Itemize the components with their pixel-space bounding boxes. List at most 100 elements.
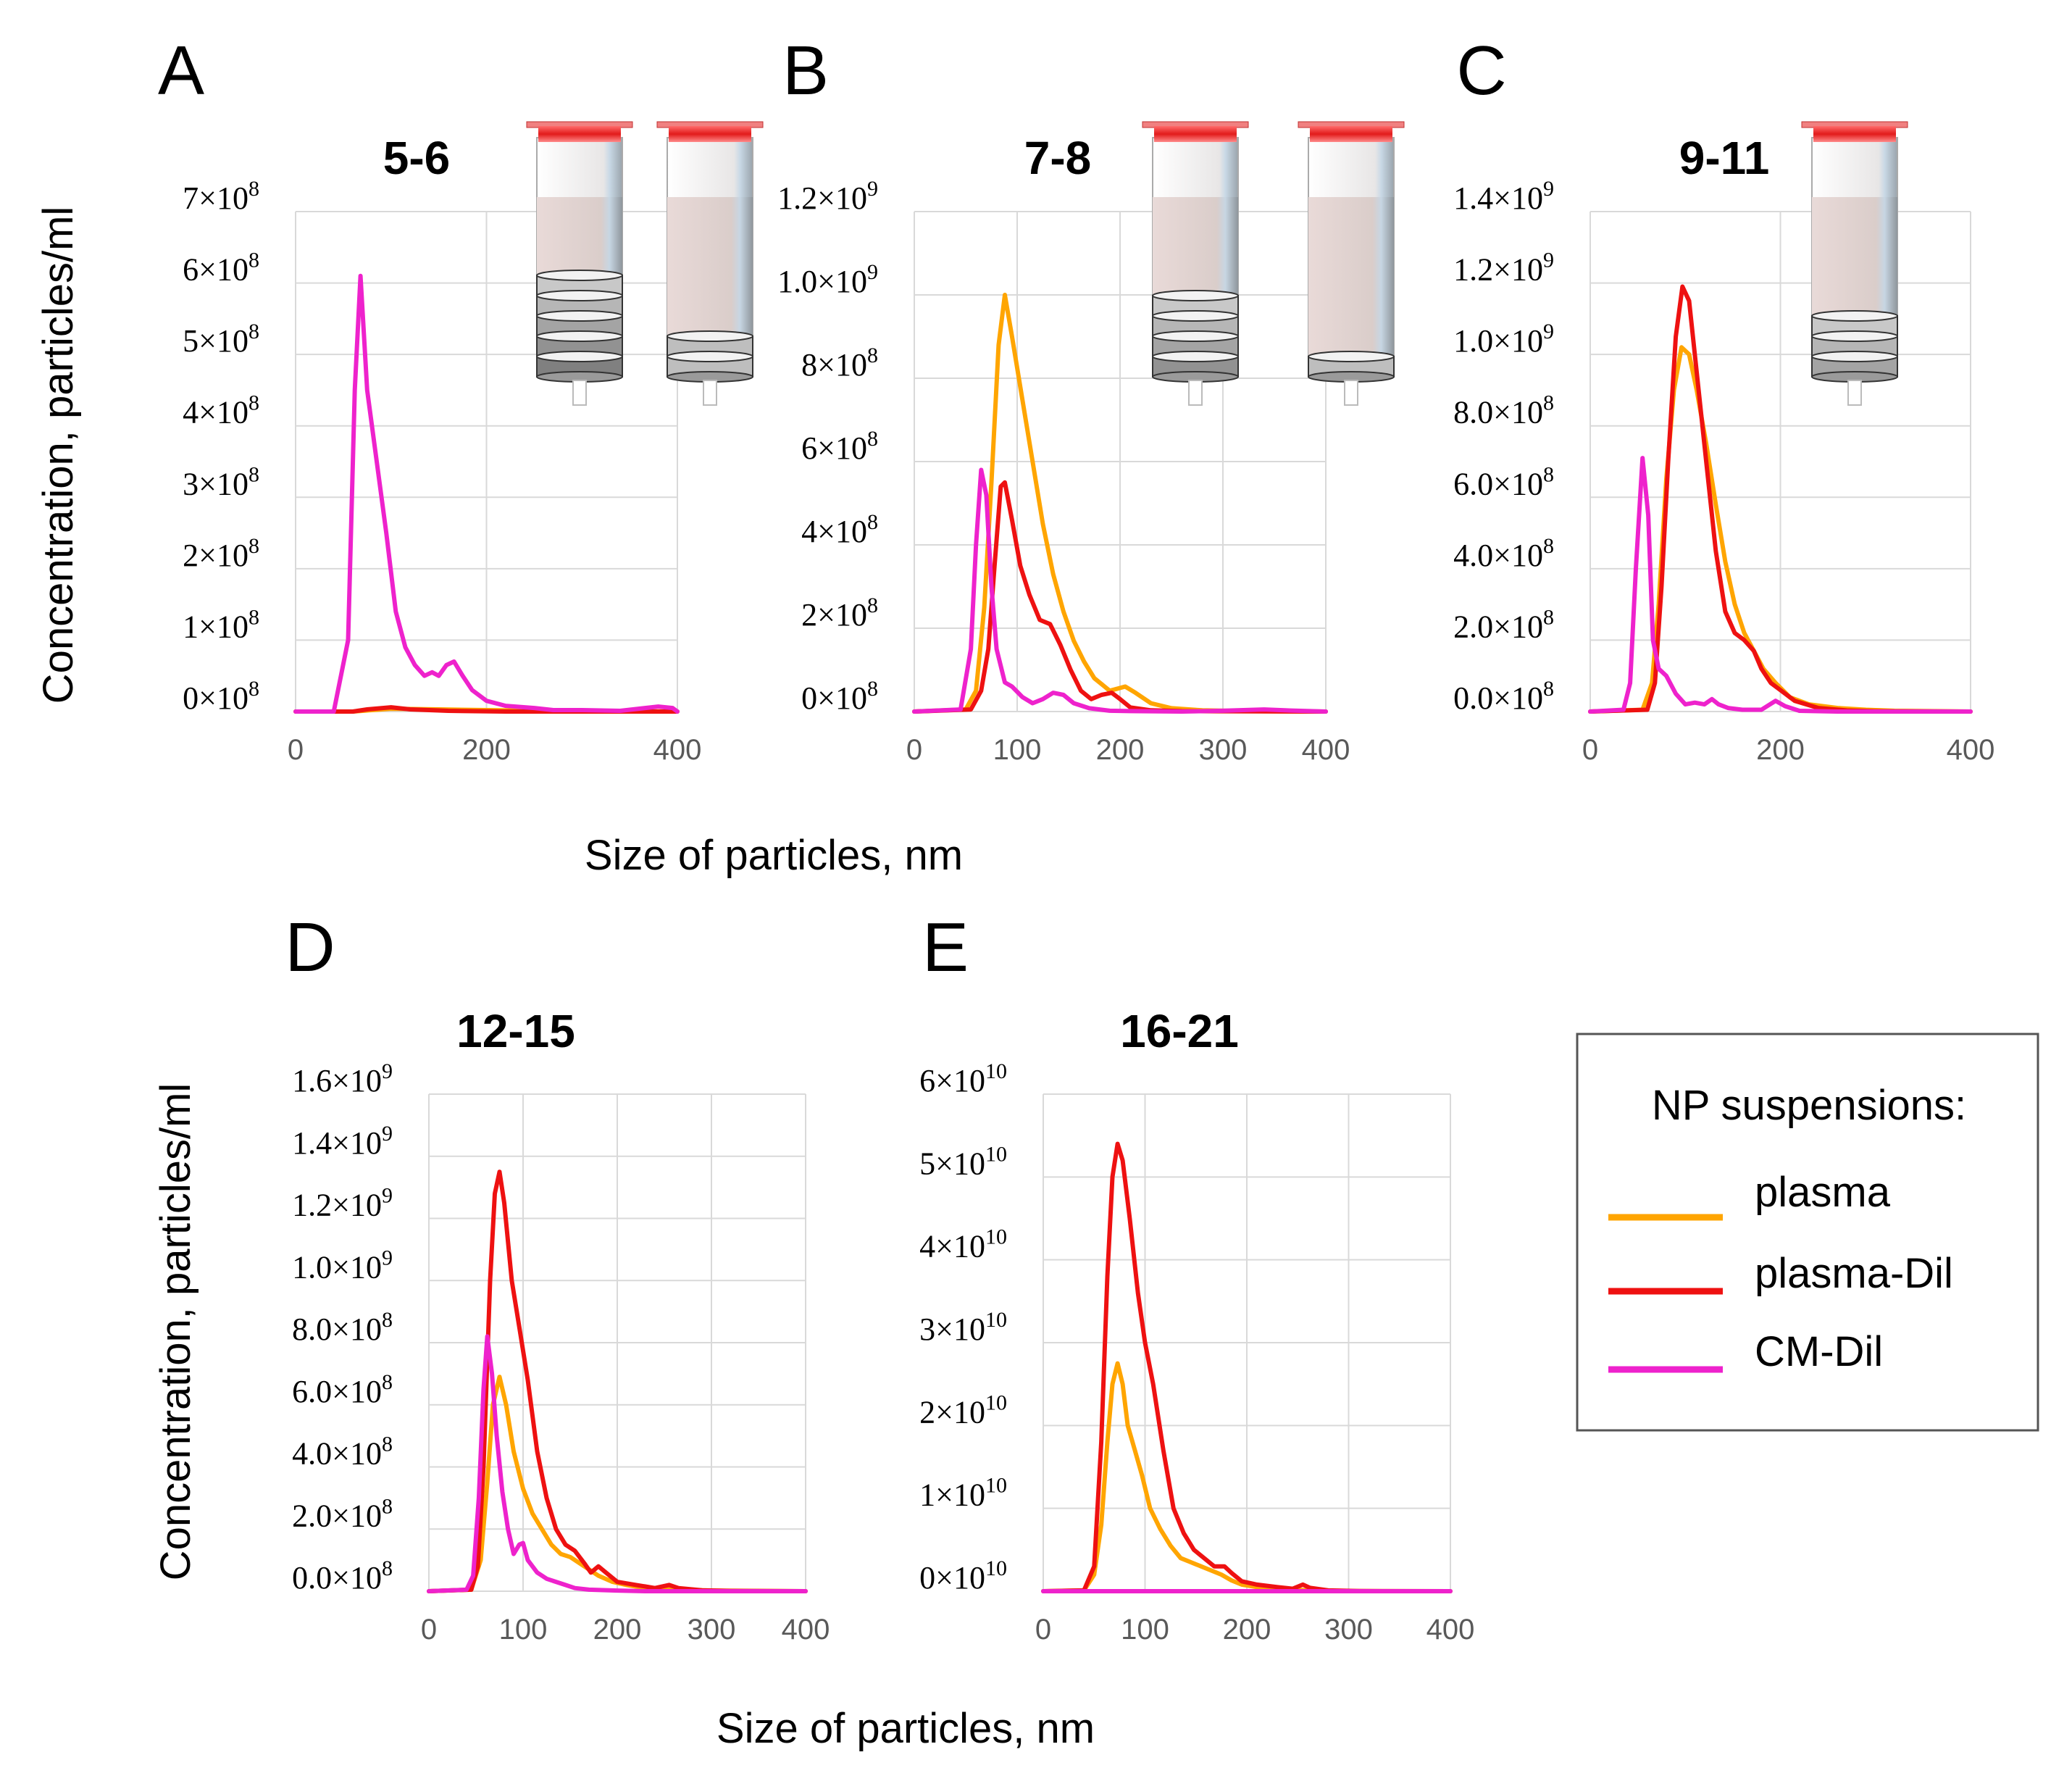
y-tick-label: 1.2×109 — [292, 1184, 393, 1223]
y-tick-times: ×10 — [199, 466, 248, 501]
y-tick-exponent: 9 — [867, 177, 878, 201]
y-tick-label: 7×108 — [183, 177, 259, 216]
y-tick-times: ×10 — [935, 1063, 985, 1098]
y-tick-exponent: 8 — [248, 677, 259, 701]
panel-title: 9-11 — [1679, 132, 1770, 184]
y-tick-label: 6×108 — [801, 427, 878, 466]
panel-letter: B — [782, 32, 829, 109]
y-tick-exponent: 8 — [867, 427, 878, 451]
y-tick-times: ×10 — [817, 514, 867, 549]
y-tick-times: ×10 — [1493, 538, 1543, 573]
legend-label-cm-dil: CM-Dil — [1755, 1328, 1883, 1375]
y-tick-mantissa: 4 — [183, 395, 199, 430]
syringe-nozzle — [1188, 380, 1203, 406]
x-tick-label: 200 — [593, 1614, 642, 1646]
y-tick-times: ×10 — [1493, 466, 1543, 501]
y-tick-exponent: 9 — [1543, 177, 1554, 201]
x-tick-label: 100 — [993, 734, 1042, 766]
y-tick-times: ×10 — [1493, 680, 1543, 716]
x-tick-label: 100 — [499, 1614, 548, 1646]
x-tick-label: 400 — [1947, 734, 1995, 766]
filter-ring-top — [536, 270, 623, 281]
y-tick-times: ×10 — [1493, 609, 1543, 644]
syringe-liquid — [1812, 197, 1897, 316]
y-tick-times: ×10 — [817, 430, 867, 466]
y-tick-times: ×10 — [935, 1146, 985, 1181]
filter-ring-top — [1811, 310, 1898, 322]
y-tick-mantissa: 4 — [801, 514, 817, 549]
y-tick-exponent: 10 — [985, 1308, 1007, 1332]
y-tick-mantissa: 8.0 — [292, 1312, 332, 1347]
syringe-liquid — [537, 197, 622, 275]
y-tick-label: 5×1010 — [919, 1142, 1007, 1181]
y-tick-label: 3×108 — [183, 462, 259, 501]
syringe-nozzle — [1847, 380, 1862, 406]
y-tick-exponent: 8 — [1543, 677, 1554, 701]
y-tick-times: ×10 — [199, 609, 248, 644]
y-tick-times: ×10 — [332, 1436, 382, 1472]
y-tick-mantissa: 1 — [919, 1477, 935, 1513]
filter-syringe-icon — [1801, 121, 1908, 406]
x-tick-label: 400 — [653, 734, 702, 766]
y-tick-label: 1.0×109 — [777, 260, 878, 299]
y-tick-mantissa: 1.4 — [292, 1125, 332, 1161]
syringe-cap — [1310, 126, 1392, 142]
y-tick-times: ×10 — [817, 180, 867, 216]
panel-letter: A — [158, 32, 204, 109]
y-tick-label: 6.0×108 — [292, 1370, 393, 1409]
y-tick-exponent: 8 — [382, 1308, 393, 1332]
y-tick-mantissa: 1.0 — [292, 1249, 332, 1285]
y-tick-mantissa: 1.2 — [777, 180, 817, 216]
y-tick-label: 1.0×109 — [292, 1246, 393, 1285]
y-tick-times: ×10 — [935, 1312, 985, 1347]
syringe-cap — [538, 126, 621, 142]
filter-ring-top — [536, 351, 623, 362]
y-tick-times: ×10 — [817, 680, 867, 716]
y-tick-mantissa: 6 — [801, 430, 817, 466]
x-axis-title-top: Size of particles, nm — [585, 832, 963, 879]
series-line-plasma-dil — [427, 1169, 808, 1593]
y-tick-label: 4×108 — [183, 391, 259, 430]
legend: NP suspensions: plasma plasma-Dil CM-Dil — [1576, 1033, 2039, 1432]
y-tick-exponent: 8 — [248, 391, 259, 415]
y-tick-exponent: 8 — [1543, 462, 1554, 486]
panel-letter: E — [922, 909, 969, 986]
y-tick-mantissa: 8 — [801, 347, 817, 383]
y-tick-mantissa: 1 — [183, 609, 199, 644]
x-tick-label: 0 — [1035, 1614, 1051, 1646]
chart-panel-c: C9-110 200 4000.0×1082.0×1084.0×1086.0×108… — [1453, 32, 1994, 766]
y-tick-label: 8.0×108 — [292, 1308, 393, 1347]
x-tick-label: 400 — [782, 1614, 830, 1646]
y-tick-label: 1.6×109 — [292, 1059, 393, 1098]
panel-title: 12-15 — [456, 1005, 575, 1057]
y-tick-exponent: 10 — [985, 1142, 1007, 1166]
syringe-cap — [1154, 126, 1237, 142]
y-tick-label: 0.0×108 — [1453, 677, 1554, 716]
filter-ring-top — [536, 330, 623, 342]
y-tick-times: ×10 — [935, 1560, 985, 1596]
filter-ring-top — [536, 310, 623, 322]
y-tick-label: 1.4×109 — [1453, 177, 1554, 216]
filter-ring-top — [1152, 330, 1239, 342]
y-tick-exponent: 8 — [248, 249, 259, 272]
filter-ring-top — [1811, 351, 1898, 362]
y-tick-mantissa: 2 — [183, 538, 199, 573]
y-tick-label: 6×1010 — [919, 1059, 1007, 1098]
chart-panel-a: A5-60 200 4000×1081×1082×1083×1084×1085×10… — [158, 32, 701, 766]
legend-frame — [1576, 1033, 2039, 1432]
y-tick-mantissa: 6.0 — [292, 1374, 332, 1409]
x-tick-label: 200 — [462, 734, 511, 766]
y-tick-times: ×10 — [199, 395, 248, 430]
filter-ring-top — [667, 330, 753, 342]
panel-title: 16-21 — [1120, 1005, 1239, 1057]
filter-syringe-icon — [526, 121, 633, 406]
y-tick-mantissa: 5 — [919, 1146, 935, 1181]
series-line-plasma-dil — [1588, 284, 1973, 714]
y-tick-exponent: 8 — [1543, 391, 1554, 415]
x-tick-label: 0 — [906, 734, 922, 766]
y-tick-exponent: 10 — [985, 1059, 1007, 1083]
y-tick-times: ×10 — [1493, 252, 1543, 288]
y-tick-label: 1.2×109 — [1453, 249, 1554, 288]
y-tick-times: ×10 — [817, 597, 867, 633]
